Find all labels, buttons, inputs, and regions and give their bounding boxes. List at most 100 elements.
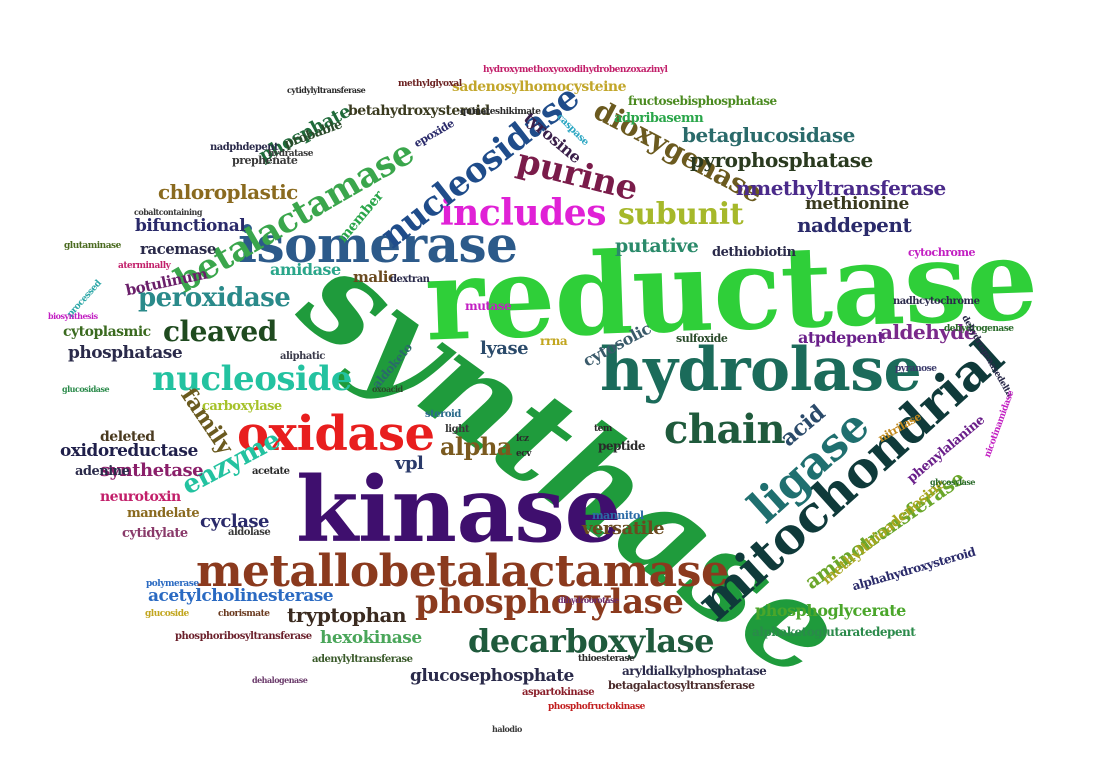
cloud-word: atpdepent — [798, 328, 885, 347]
cloud-word: prephenate — [232, 154, 298, 167]
cloud-word: decarboxylase — [468, 622, 714, 660]
cloud-word: phosphoglycerate — [755, 601, 906, 620]
cloud-word: naddepent — [797, 213, 912, 237]
cloud-word: sadenosylhomocysteine — [452, 79, 627, 95]
cloud-word: hydroxymethoxyoxodihydrobenzoxazinyl — [483, 65, 668, 75]
cloud-word: fructosebisphosphatase — [628, 94, 777, 108]
cloud-word: ecv — [516, 449, 531, 459]
cloud-word: phosphorylase — [415, 582, 684, 622]
cloud-word: steroid — [425, 409, 461, 420]
cloud-word: vpl — [395, 453, 424, 474]
cloud-word: oxidase — [237, 406, 435, 462]
cloud-word: phosphofructokinase — [548, 702, 645, 712]
cloud-word: dethiobiotin — [712, 245, 796, 260]
cloud-word: amidase — [270, 260, 341, 279]
cloud-word: tryptophan — [287, 603, 406, 627]
cloud-word: aldolase — [228, 527, 271, 538]
cloud-word: cytidylate — [122, 526, 188, 541]
cloud-word: phosphoribosyltransferase — [175, 631, 312, 642]
cloud-word: hydrolase — [600, 335, 922, 405]
cloud-word: oxidoreductase — [60, 441, 198, 461]
cloud-word: methionine — [805, 194, 909, 214]
cloud-word: rrna — [540, 334, 568, 348]
cloud-word: nadphdepent — [210, 142, 279, 153]
cloud-word: aryldialkylphosphatase — [622, 664, 767, 678]
cloud-word: betahydroxysteroid — [348, 103, 490, 119]
cloud-word: hydratase — [268, 149, 313, 159]
cloud-word: putative — [615, 235, 699, 257]
cloud-word: alpha — [440, 432, 512, 461]
cloud-word: lyase — [480, 338, 529, 359]
cloud-word: nicotinamidase — [982, 389, 1017, 460]
cloud-word: synthetase — [100, 460, 204, 481]
cloud-word: polymerase — [146, 579, 199, 589]
cloud-word: quinateshikimate — [460, 107, 541, 117]
cloud-word: chloroplastic — [158, 180, 298, 204]
cloud-word: glycosylase — [930, 477, 975, 487]
cloud-word: tem — [594, 424, 612, 434]
cloud-word: carboxylase — [202, 399, 282, 414]
cloud-word: alphaketoglutaratedepent — [752, 625, 916, 639]
cloud-word: cobaltcontaining — [134, 207, 202, 217]
cloud-word: glucosephosphate — [410, 666, 574, 686]
cloud-word: mannitol — [592, 509, 644, 522]
cloud-word: dihydroorotase — [558, 595, 619, 605]
cloud-word: hexokinase — [320, 628, 422, 648]
cloud-word: aspartokinase — [522, 687, 595, 698]
cloud-word: thioesterase — [578, 654, 635, 664]
cloud-word: chain — [664, 406, 786, 453]
cloud-word: dextran — [390, 274, 430, 285]
cloud-word: oxoacid — [372, 384, 403, 394]
cloud-word: aldehyde — [880, 320, 977, 344]
cloud-word: phosphatase — [68, 343, 183, 363]
cloud-word: glutaminase — [64, 241, 121, 251]
cloud-word: racemase — [140, 240, 216, 258]
cloud-word: dehalogenase — [252, 675, 308, 685]
cloud-word: betaglucosidase — [682, 123, 855, 147]
cloud-word: adenylyltransferase — [312, 654, 413, 665]
cloud-word: versatile — [582, 518, 665, 539]
cloud-word: mutase — [465, 299, 512, 313]
cloud-word: acetylcholinesterase — [148, 586, 334, 606]
cloud-word: pyranose — [895, 364, 937, 374]
cloud-word: neurotoxin — [100, 489, 181, 505]
cloud-word: halodio — [492, 724, 522, 734]
cloud-word: cytidylyltransferase — [287, 85, 366, 95]
cloud-word: adpribasemn — [614, 111, 704, 126]
cloud-word: deleted — [100, 429, 155, 445]
cloud-word: epoxide — [411, 116, 457, 151]
cloud-word: glucoside — [145, 609, 189, 619]
cloud-word: mandelate — [127, 506, 200, 521]
cloud-word: biosynthesis — [48, 311, 98, 321]
cloud-word: nadhcytochrome — [893, 296, 980, 307]
cloud-word: lcz — [516, 434, 529, 444]
cloud-word: bifunctional — [135, 216, 246, 236]
cloud-word: adenine — [75, 464, 130, 479]
cloud-word: aterminally — [118, 261, 171, 271]
cloud-word: cyclase — [200, 511, 269, 532]
cloud-word: includes — [440, 192, 606, 234]
cloud-word: cleaved — [163, 315, 277, 348]
cloud-word: kinase — [296, 457, 622, 563]
cloud-word: malic — [353, 268, 397, 286]
cloud-word: peptide — [598, 439, 646, 453]
cloud-word: sulfoxide — [676, 332, 728, 345]
cloud-word: betagalactosyltransferase — [608, 679, 755, 692]
cloud-word: cytoplasmic — [63, 324, 151, 340]
cloud-word: acetate — [252, 466, 290, 477]
cloud-word: methylglyoxal — [398, 79, 462, 89]
cloud-word: metallobetalactamase — [196, 546, 729, 597]
cloud-word: peroxidase — [138, 283, 291, 313]
cloud-word: light — [445, 424, 469, 435]
cloud-word: dehydrogenase — [944, 324, 1014, 334]
cloud-word: glucosidase — [62, 384, 110, 394]
cloud-word: chorismate — [218, 609, 270, 619]
cloud-word: nucleoside — [152, 359, 352, 399]
cloud-word: aliphatic — [280, 351, 325, 362]
cloud-word: isomerase — [238, 215, 518, 274]
cloud-word: pyrophosphatase — [690, 148, 873, 172]
cloud-word: nmethyltransferase — [736, 176, 946, 200]
cloud-word: subunit — [618, 197, 744, 232]
cloud-word: cytochrome — [908, 246, 975, 259]
